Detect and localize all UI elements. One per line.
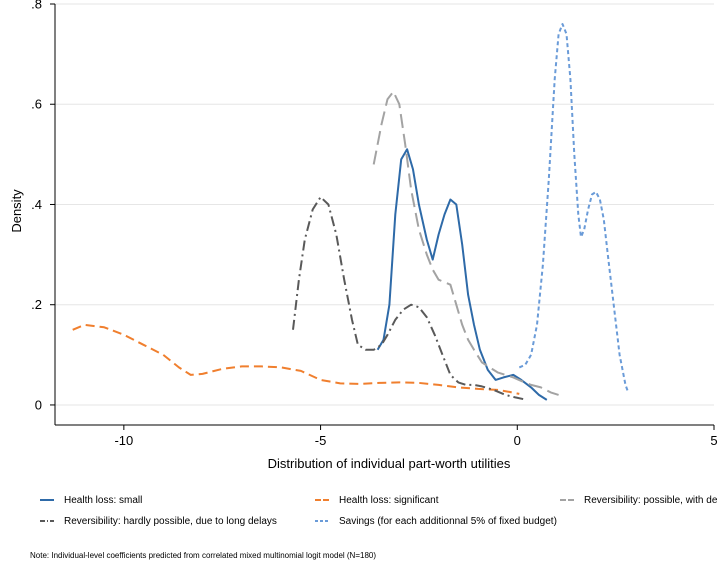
x-tick-label-0: -10 [114,433,133,448]
footnote: Note: Individual-level coefficients pred… [30,551,376,560]
legend-label-0: Health loss: small [64,495,142,506]
series-line-4 [518,23,630,393]
series-line-2 [372,90,559,396]
series-line-0 [376,148,548,401]
legend-label-2: Reversibility: possible, with delays [584,495,718,506]
tick-labels: 0 .2 .4 .6 .8 -10 -5 0 5 [31,0,717,448]
grid-lines [55,3,714,406]
y-axis-title: Density [9,189,24,233]
x-tick-label-3: 5 [710,433,717,448]
legend-label-4: Savings (for each additionnal 5% of fixe… [339,516,557,527]
y-tick-label-2: .4 [31,197,42,212]
legend-label-3: Reversibility: hardly possible, due to l… [64,516,277,527]
x-axis-title: Distribution of individual part-worth ut… [268,456,511,471]
x-tick-label-2: 0 [514,433,521,448]
y-tick-label-4: .8 [31,0,42,12]
legend-label-1: Health loss: significant [339,495,439,506]
series-line-3 [292,196,528,401]
y-tick-label-3: .6 [31,97,42,112]
series-lines [72,23,630,401]
legend: Health loss: small Health loss: significa… [40,495,718,527]
axes [54,4,714,426]
series-line-1 [72,323,520,395]
y-tick-label-0: 0 [35,397,42,412]
y-tick-label-1: .2 [31,297,42,312]
x-tick-label-1: -5 [315,433,327,448]
